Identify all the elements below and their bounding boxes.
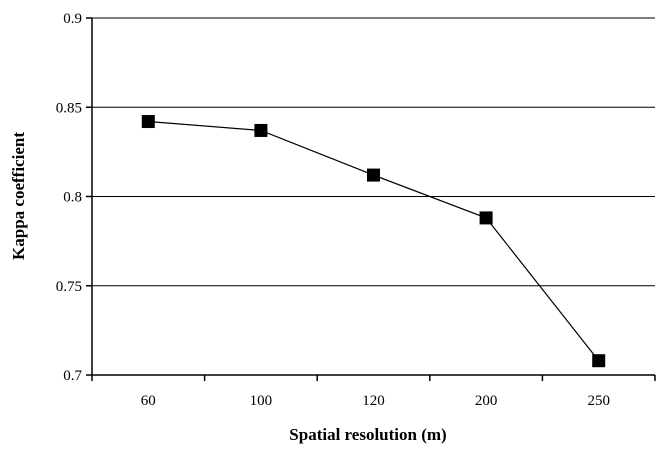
tick-labels: 0.7 0.75 0.8 0.85 0.9 60 100 120 200 250 — [56, 11, 610, 409]
data-point-marker — [254, 123, 268, 137]
x-axis-title: Spatial resolution (m) — [289, 425, 446, 444]
series — [141, 115, 606, 368]
y-tick-label: 0.75 — [56, 279, 82, 295]
x-tick-label: 250 — [587, 393, 610, 409]
data-point-marker — [367, 168, 380, 182]
y-tick-label: 0.7 — [63, 368, 82, 384]
y-tick-label: 0.8 — [63, 190, 82, 206]
y-tick-label: 0.85 — [56, 100, 82, 116]
data-point-marker — [592, 354, 606, 368]
x-tick-label: 100 — [250, 393, 273, 409]
y-tick-label: 0.9 — [63, 11, 82, 27]
axes — [86, 17, 656, 381]
gridlines — [92, 17, 655, 287]
x-tick-label: 60 — [141, 393, 156, 409]
x-tick-label: 120 — [362, 393, 385, 409]
x-tick-label: 200 — [475, 393, 498, 409]
series-line — [148, 120, 600, 362]
data-point-marker — [141, 115, 155, 129]
y-axis-title: Kappa coefficient — [9, 132, 28, 260]
data-point-marker — [479, 211, 493, 225]
